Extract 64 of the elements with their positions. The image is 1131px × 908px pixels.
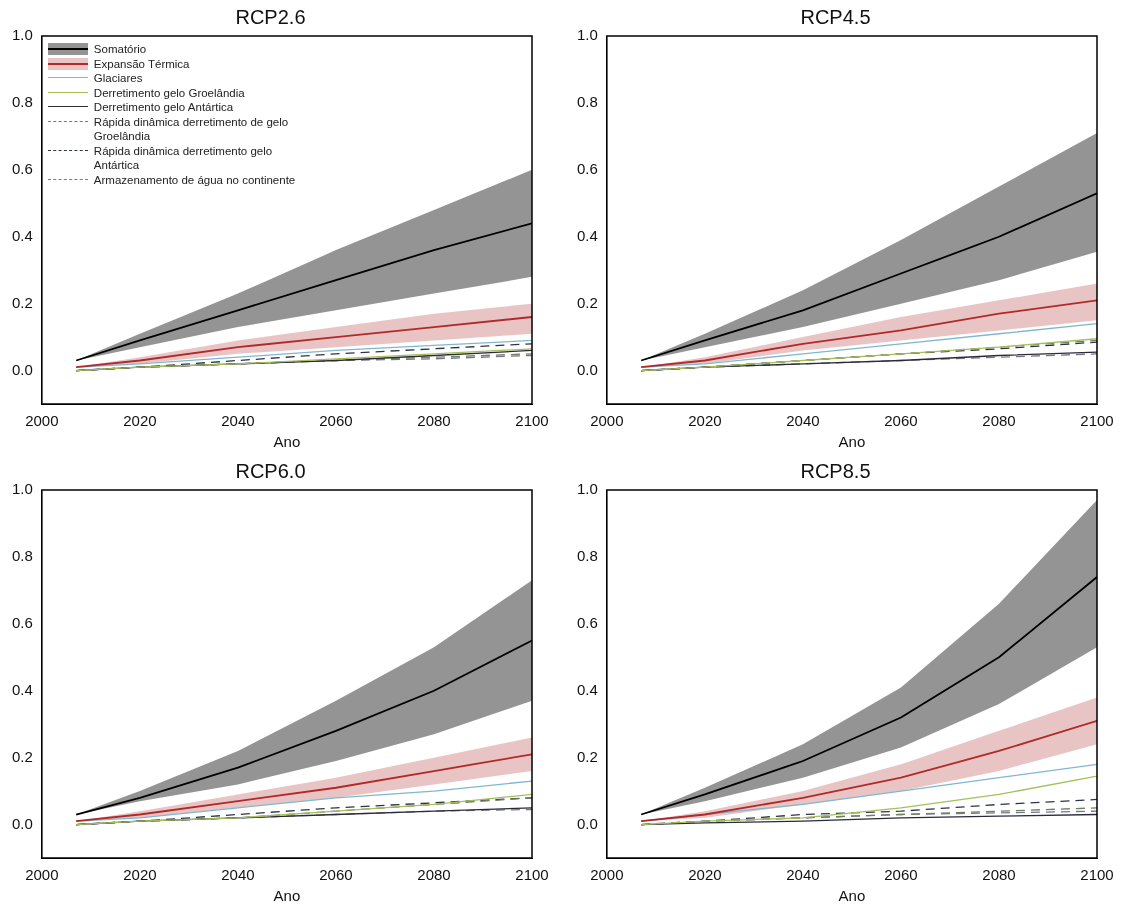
legend-label: Somatório <box>93 42 147 57</box>
y-tick-label: 0.6 <box>576 159 598 177</box>
chart-title: RCP8.5 <box>800 459 871 482</box>
x-tick-label: 2040 <box>786 866 820 884</box>
x-tick-label: 2000 <box>590 866 624 884</box>
y-tick-label: 0.6 <box>11 159 33 177</box>
x-tick-label: 2100 <box>1080 412 1114 430</box>
y-tick-label: 0.2 <box>11 293 33 311</box>
y-tick-label: 0.4 <box>576 680 598 698</box>
y-tick-label: 0.8 <box>11 93 33 111</box>
y-tick-label: 0.0 <box>11 814 33 832</box>
y-tick-label: 0.8 <box>11 547 33 565</box>
y-tick-label: 0.8 <box>576 93 598 111</box>
y-tick-label: 0.2 <box>11 747 33 765</box>
legend-label: Rápida dinâmica derretimento gelo Antártica <box>93 143 274 173</box>
chart-title: RCP6.0 <box>235 459 306 482</box>
x-axis-title: Ano <box>838 433 866 451</box>
x-tick-label: 2100 <box>515 866 549 884</box>
y-tick-label: 0.0 <box>576 360 598 378</box>
x-tick-label: 2040 <box>786 412 820 430</box>
legend-label: Glaciares <box>93 71 143 86</box>
x-tick-label: 2060 <box>884 412 918 430</box>
x-tick-label: 2100 <box>515 412 549 430</box>
legend-label: Armazenamento de água no continente <box>93 172 296 187</box>
x-tick-label: 2100 <box>1080 866 1114 884</box>
x-tick-label: 2080 <box>982 412 1016 430</box>
x-tick-label: 2080 <box>417 866 451 884</box>
legend-label: Derretimento gelo Antártica <box>93 100 234 115</box>
y-tick-label: 0.0 <box>576 814 598 832</box>
y-tick-label: 0.2 <box>576 747 598 765</box>
y-tick-label: 0.4 <box>576 226 598 244</box>
x-tick-label: 2060 <box>884 866 918 884</box>
legend-label: Expansão Térmica <box>93 56 190 71</box>
y-tick-label: 0.6 <box>576 613 598 631</box>
x-axis-title: Ano <box>838 887 866 905</box>
y-tick-label: 1.0 <box>11 480 33 498</box>
x-tick-label: 2040 <box>221 866 255 884</box>
y-tick-label: 0.4 <box>11 680 33 698</box>
x-tick-label: 2060 <box>319 412 353 430</box>
x-tick-label: 2020 <box>688 866 722 884</box>
legend-label: Rápida dinâmica derretimento de gelo Groelândia <box>93 114 290 144</box>
x-tick-label: 2080 <box>417 412 451 430</box>
y-tick-label: 1.0 <box>11 26 33 44</box>
x-tick-label: 2020 <box>688 412 722 430</box>
y-tick-label: 0.4 <box>11 226 33 244</box>
x-tick-label: 2000 <box>25 412 59 430</box>
x-axis-title: Ano <box>273 433 301 451</box>
y-tick-label: 1.0 <box>576 26 598 44</box>
y-tick-label: 0.0 <box>11 360 33 378</box>
x-tick-label: 2040 <box>221 412 255 430</box>
y-tick-label: 0.8 <box>576 547 598 565</box>
x-tick-label: 2000 <box>590 412 624 430</box>
x-tick-label: 2020 <box>123 412 157 430</box>
legend-label: Derretimento gelo Groelândia <box>93 85 245 100</box>
y-tick-label: 1.0 <box>576 480 598 498</box>
x-tick-label: 2020 <box>123 866 157 884</box>
y-tick-label: 0.6 <box>11 613 33 631</box>
x-tick-label: 2080 <box>982 866 1016 884</box>
x-tick-label: 2060 <box>319 866 353 884</box>
chart-title: RCP4.5 <box>800 5 871 28</box>
x-axis-title: Ano <box>273 887 301 905</box>
y-tick-label: 0.2 <box>576 293 598 311</box>
x-tick-label: 2000 <box>25 866 59 884</box>
chart-title: RCP2.6 <box>235 5 306 28</box>
